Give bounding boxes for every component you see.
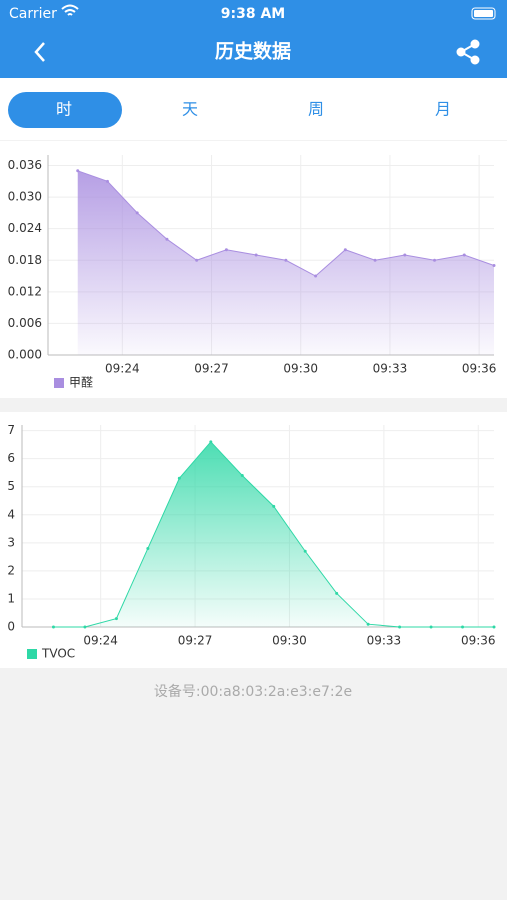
point xyxy=(492,264,496,268)
point xyxy=(272,504,276,508)
y-tick-label: 0.006 xyxy=(8,316,42,330)
battery-level xyxy=(474,10,493,17)
x-tick-label: 09:36 xyxy=(462,362,497,376)
point xyxy=(240,474,244,477)
nav-title: 历史数据 xyxy=(215,40,291,63)
point xyxy=(335,591,339,595)
y-tick-label: 5 xyxy=(7,479,15,493)
back-button[interactable] xyxy=(34,42,45,62)
tab-label[interactable]: 周 xyxy=(308,100,324,119)
x-tick-label: 09:30 xyxy=(283,362,318,376)
point xyxy=(114,617,118,621)
tab-label[interactable]: 月 xyxy=(435,100,451,119)
point xyxy=(209,440,213,444)
point xyxy=(314,274,318,278)
y-tick-label: 0.024 xyxy=(8,221,42,235)
y-tick-label: 6 xyxy=(7,451,15,465)
point xyxy=(398,625,402,629)
point xyxy=(135,211,139,215)
point xyxy=(373,258,377,262)
legend-swatch xyxy=(54,378,64,388)
area-fill xyxy=(53,441,494,627)
carrier: Carrier xyxy=(9,6,57,22)
device-id: 设备号:00:a8:03:2a:e3:e7:2e xyxy=(154,683,352,700)
point xyxy=(303,549,307,553)
battery-icon xyxy=(471,7,496,20)
x-tick-label: 09:27 xyxy=(178,634,213,648)
y-tick-label: 3 xyxy=(7,535,15,549)
point xyxy=(462,253,466,257)
y-tick-label: 2 xyxy=(7,563,15,577)
share-button[interactable] xyxy=(456,39,480,65)
legend-swatch xyxy=(27,649,37,659)
point xyxy=(492,625,496,629)
point xyxy=(433,258,437,262)
point xyxy=(254,253,258,257)
x-tick-label: 09:30 xyxy=(272,634,307,648)
point xyxy=(105,179,109,183)
point xyxy=(146,546,150,550)
x-tick-label: 09:36 xyxy=(461,634,496,648)
y-tick-label: 0.012 xyxy=(8,284,42,298)
y-tick-label: 0 xyxy=(7,620,15,634)
tab-label[interactable]: 天 xyxy=(182,100,198,119)
point xyxy=(403,253,407,257)
x-tick-label: 09:24 xyxy=(83,634,118,648)
tab-label[interactable]: 时 xyxy=(56,100,72,119)
point xyxy=(284,258,288,262)
y-tick-label: 7 xyxy=(7,423,15,437)
point xyxy=(83,625,87,629)
point xyxy=(76,169,80,173)
point xyxy=(429,625,433,629)
legend-label: 甲醛 xyxy=(69,375,93,390)
y-tick-label: 1 xyxy=(7,591,15,605)
x-tick-label: 09:27 xyxy=(194,362,229,376)
y-tick-label: 4 xyxy=(7,507,15,521)
point xyxy=(366,622,370,626)
wifi-icon xyxy=(61,4,79,16)
x-tick-label: 09:24 xyxy=(105,362,140,376)
point xyxy=(343,248,347,252)
point xyxy=(195,258,199,262)
x-tick-label: 09:33 xyxy=(373,362,408,376)
header-bar xyxy=(0,0,507,78)
point xyxy=(51,625,55,629)
y-tick-label: 0.036 xyxy=(8,158,42,172)
y-tick-label: 0.000 xyxy=(8,348,42,362)
point xyxy=(461,625,465,629)
area-fill xyxy=(77,170,494,355)
y-tick-label: 0.018 xyxy=(8,253,42,267)
y-tick-label: 0.030 xyxy=(8,190,42,204)
point xyxy=(177,476,181,480)
legend-label: TVOC xyxy=(41,647,75,661)
active-tab[interactable] xyxy=(8,92,122,128)
point xyxy=(224,248,228,252)
x-tick-label: 09:33 xyxy=(367,634,402,648)
clock: 9:38 AM xyxy=(221,6,285,22)
point xyxy=(165,237,169,241)
